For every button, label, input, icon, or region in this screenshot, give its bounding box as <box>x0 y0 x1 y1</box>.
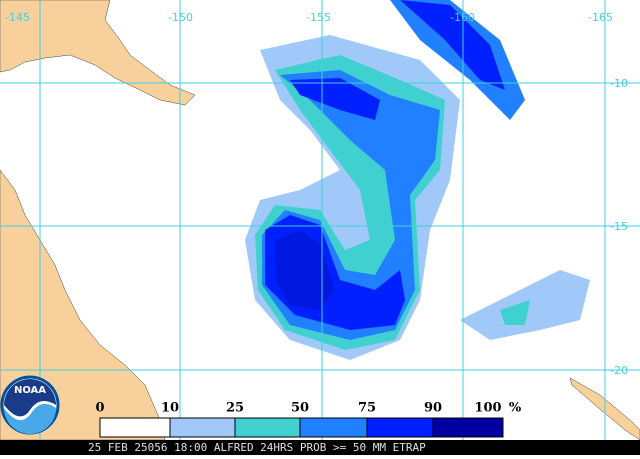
footer-text: 25 FEB 25056 18:00 ALFRED 24HRS PROB >= … <box>88 441 426 454</box>
legend-label: 0 <box>95 401 104 416</box>
lon-label: -145 <box>5 11 30 24</box>
logo-text: NOAA <box>14 385 46 396</box>
noaa-logo: NOAA <box>0 375 60 435</box>
legend-label: 90 <box>424 401 442 416</box>
legend-label: 75 <box>358 401 376 416</box>
land-png <box>0 0 196 106</box>
lon-label: -165 <box>588 11 613 24</box>
legend-unit: % <box>509 401 522 416</box>
legend-label: 100 <box>474 401 501 416</box>
footer-bar <box>0 440 640 455</box>
legend-label: 25 <box>226 401 244 416</box>
legend-label: 50 <box>291 401 309 416</box>
legend <box>99 417 504 438</box>
probability-shading <box>245 0 590 360</box>
lat-label: -20 <box>610 364 628 377</box>
graticule <box>0 0 640 440</box>
lat-label: -15 <box>610 220 628 233</box>
lon-label: -150 <box>168 11 193 24</box>
lat-label: -10 <box>610 77 628 90</box>
lon-label: -155 <box>306 11 331 24</box>
legend-label: 10 <box>161 401 179 416</box>
lon-label: -160 <box>450 11 475 24</box>
